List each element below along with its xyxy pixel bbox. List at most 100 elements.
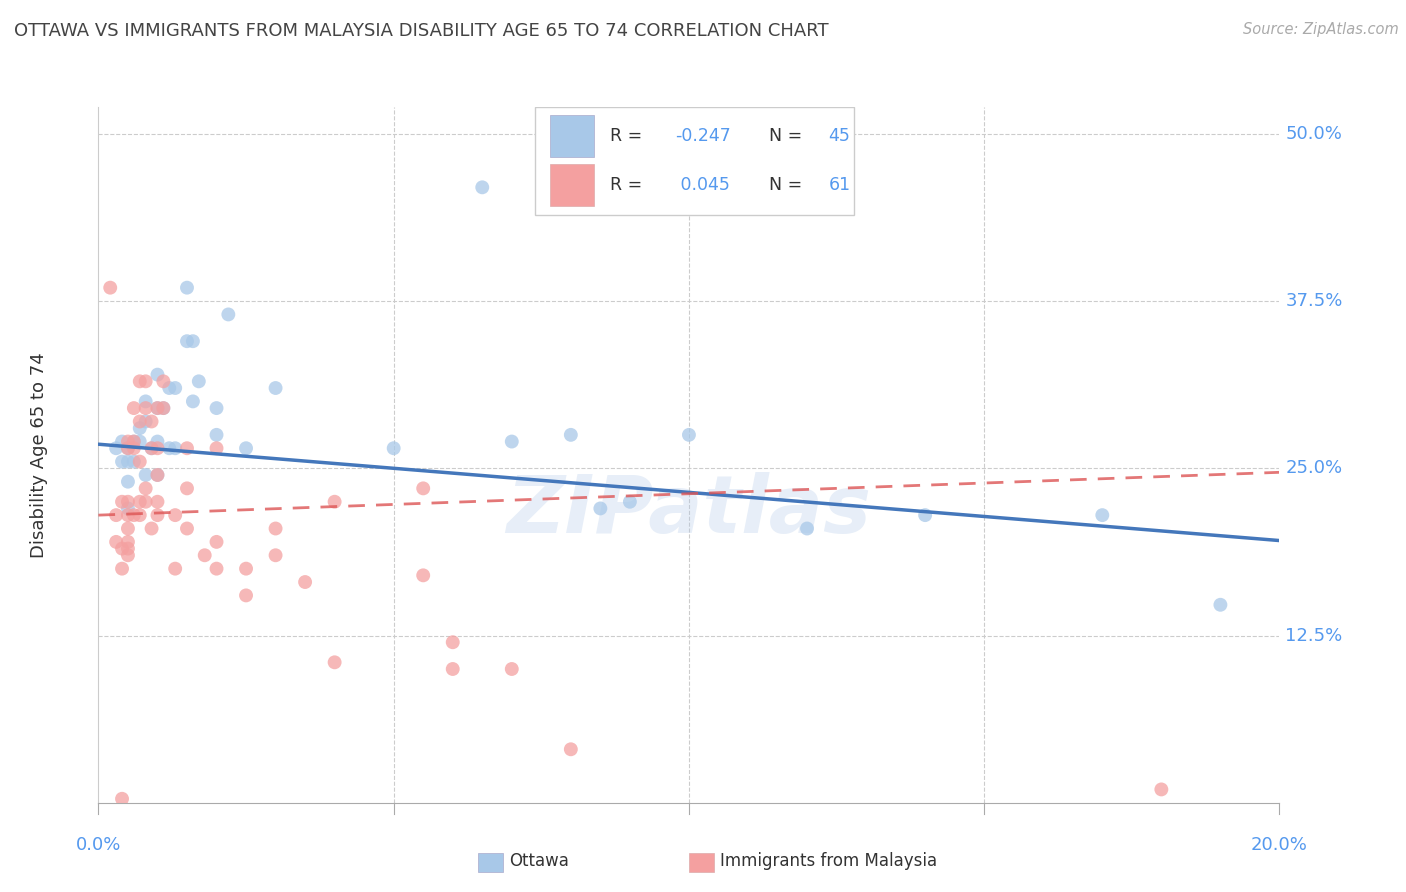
Point bbox=[98, 281, 121, 295]
Text: 61: 61 bbox=[828, 176, 851, 194]
Point bbox=[141, 521, 163, 535]
Point bbox=[165, 508, 187, 523]
Point bbox=[323, 655, 346, 669]
Text: R =: R = bbox=[610, 128, 648, 145]
Point bbox=[678, 428, 700, 442]
Point bbox=[135, 375, 157, 389]
Point bbox=[412, 482, 434, 496]
Point bbox=[135, 415, 157, 429]
Point bbox=[560, 742, 582, 756]
Bar bbox=[550, 164, 595, 206]
Text: 20.0%: 20.0% bbox=[1251, 837, 1308, 855]
Point bbox=[128, 375, 150, 389]
Text: Source: ZipAtlas.com: Source: ZipAtlas.com bbox=[1243, 22, 1399, 37]
Point bbox=[135, 494, 157, 508]
Point bbox=[152, 401, 174, 416]
Point bbox=[294, 575, 316, 590]
Point bbox=[146, 434, 169, 449]
Point bbox=[117, 541, 139, 556]
Point bbox=[146, 468, 169, 483]
Point bbox=[176, 521, 198, 535]
Point bbox=[205, 401, 228, 416]
Point bbox=[141, 442, 163, 456]
Point bbox=[135, 468, 157, 483]
Text: 0.0%: 0.0% bbox=[76, 837, 121, 855]
Point bbox=[1209, 598, 1232, 612]
Point bbox=[205, 535, 228, 549]
Point bbox=[111, 541, 134, 556]
Point bbox=[128, 494, 150, 508]
FancyBboxPatch shape bbox=[536, 107, 855, 215]
Point bbox=[165, 562, 187, 576]
Point bbox=[194, 548, 217, 563]
Point bbox=[105, 442, 128, 456]
Text: -0.247: -0.247 bbox=[675, 128, 731, 145]
Point bbox=[111, 494, 134, 508]
Text: 0.045: 0.045 bbox=[675, 176, 730, 194]
Text: 50.0%: 50.0% bbox=[1285, 125, 1343, 143]
Point bbox=[111, 455, 134, 469]
Point bbox=[146, 442, 169, 456]
Point bbox=[412, 568, 434, 582]
Point bbox=[176, 281, 198, 295]
Point bbox=[128, 455, 150, 469]
Point bbox=[111, 792, 134, 806]
Point bbox=[117, 508, 139, 523]
Point bbox=[152, 375, 174, 389]
Point bbox=[181, 394, 204, 409]
Point bbox=[235, 562, 257, 576]
Point bbox=[128, 421, 150, 435]
Point bbox=[914, 508, 936, 523]
Point bbox=[146, 468, 169, 483]
Point bbox=[176, 334, 198, 349]
Point bbox=[264, 548, 287, 563]
Point bbox=[117, 442, 139, 456]
Point bbox=[205, 442, 228, 456]
Point bbox=[441, 635, 464, 649]
Text: Ottawa: Ottawa bbox=[509, 852, 569, 870]
Point bbox=[117, 501, 139, 516]
Point bbox=[117, 442, 139, 456]
Point bbox=[441, 662, 464, 676]
Point bbox=[146, 401, 169, 416]
Point bbox=[165, 381, 187, 395]
Text: Immigrants from Malaysia: Immigrants from Malaysia bbox=[720, 852, 936, 870]
Text: ZIPatlas: ZIPatlas bbox=[506, 472, 872, 549]
Point bbox=[382, 442, 405, 456]
Point bbox=[117, 434, 139, 449]
Point bbox=[117, 494, 139, 508]
Point bbox=[152, 401, 174, 416]
Point bbox=[146, 494, 169, 508]
Point bbox=[117, 521, 139, 535]
Point bbox=[135, 401, 157, 416]
Point bbox=[128, 415, 150, 429]
Text: 12.5%: 12.5% bbox=[1285, 626, 1343, 645]
Point bbox=[176, 442, 198, 456]
Point bbox=[117, 548, 139, 563]
Point bbox=[264, 521, 287, 535]
Point bbox=[141, 415, 163, 429]
Point bbox=[122, 442, 145, 456]
Point bbox=[157, 381, 180, 395]
Text: Disability Age 65 to 74: Disability Age 65 to 74 bbox=[31, 352, 48, 558]
Point bbox=[796, 521, 818, 535]
Text: N =: N = bbox=[769, 128, 808, 145]
Point bbox=[264, 381, 287, 395]
Point bbox=[187, 375, 209, 389]
Point bbox=[135, 394, 157, 409]
Point bbox=[235, 589, 257, 603]
Point bbox=[117, 455, 139, 469]
Point bbox=[1091, 508, 1114, 523]
Point bbox=[501, 434, 523, 449]
Point bbox=[117, 535, 139, 549]
Point bbox=[205, 562, 228, 576]
Point bbox=[157, 442, 180, 456]
Point bbox=[560, 428, 582, 442]
Point bbox=[176, 482, 198, 496]
Point bbox=[117, 475, 139, 489]
Point bbox=[122, 401, 145, 416]
Point bbox=[141, 442, 163, 456]
Text: 37.5%: 37.5% bbox=[1285, 292, 1343, 310]
Point bbox=[111, 434, 134, 449]
Point bbox=[146, 508, 169, 523]
